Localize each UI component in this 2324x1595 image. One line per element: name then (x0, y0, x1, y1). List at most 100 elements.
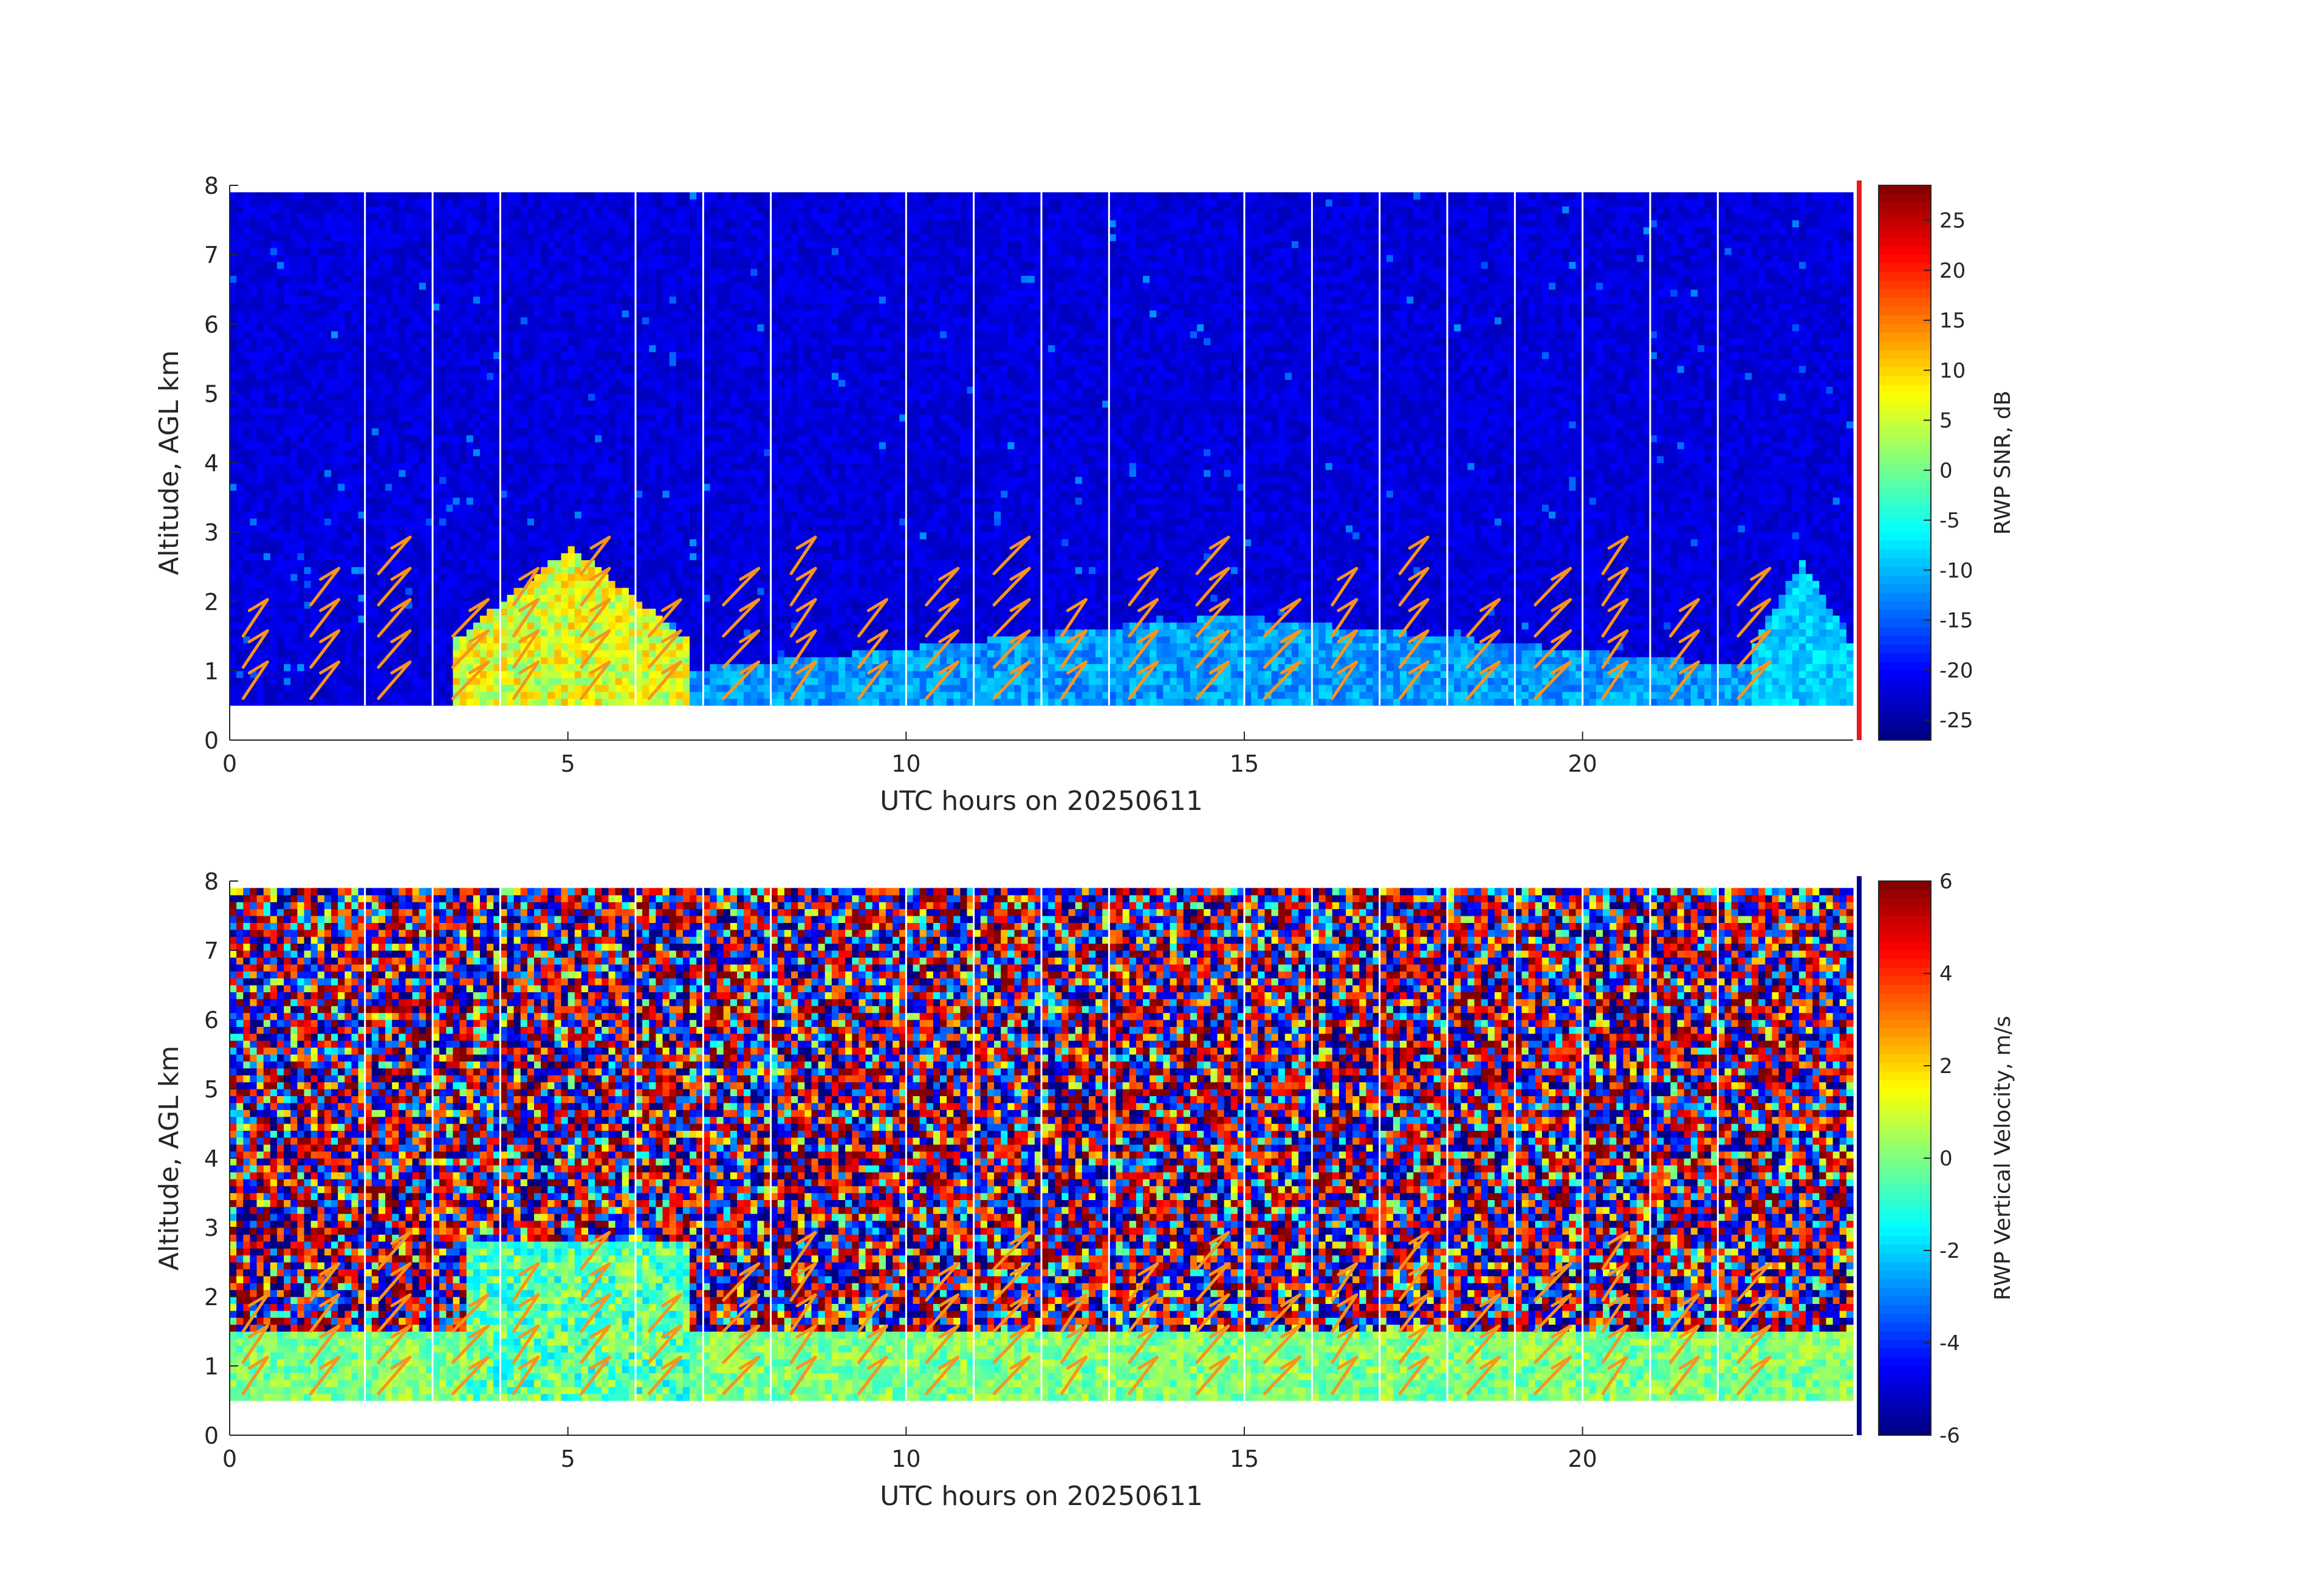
snr-heatmap-cell (270, 470, 278, 477)
snr-heatmap-cell (642, 386, 650, 394)
snr-heatmap-cell (663, 248, 670, 255)
snr-heatmap-cell (236, 372, 244, 380)
snr-heatmap-cell (547, 553, 555, 560)
snr-heatmap-cell (344, 456, 352, 463)
snr-heatmap-cell (588, 248, 595, 255)
snr-heatmap-cell (554, 490, 561, 498)
snr-heatmap-cell (399, 386, 406, 394)
snr-heatmap-cell (670, 699, 677, 706)
snr-heatmap-cell (406, 283, 413, 290)
snr-heatmap-cell (663, 490, 670, 498)
snr-heatmap-cell (460, 567, 467, 574)
snr-heatmap-cell (527, 414, 535, 422)
snr-heatmap-cell (487, 664, 494, 671)
snr-heatmap-cell (379, 518, 386, 526)
snr-heatmap-cell (304, 393, 312, 400)
snr-heatmap-cell (399, 324, 406, 331)
snr-heatmap-cell (385, 331, 392, 338)
snr-heatmap-cell (372, 518, 379, 526)
snr-heatmap-cell (507, 386, 515, 394)
snr-heatmap-cell (507, 657, 515, 664)
snr-heatmap-cell (473, 476, 481, 484)
snr-heatmap-cell (284, 498, 291, 505)
snr-heatmap-cell (230, 470, 237, 477)
snr-heatmap-cell (568, 567, 575, 574)
snr-heatmap-cell (351, 546, 358, 554)
snr-heatmap-cell (277, 532, 284, 540)
snr-heatmap-cell (460, 553, 467, 560)
snr-heatmap-cell (642, 338, 650, 345)
snr-heatmap-cell (351, 352, 358, 359)
snr-heatmap-cell (547, 560, 555, 567)
snr-heatmap-cell (656, 504, 663, 512)
snr-heatmap-cell (561, 352, 569, 359)
snr-heatmap-cell (676, 691, 684, 699)
snr-heatmap-cell (602, 470, 609, 477)
snr-heatmap-cell (467, 338, 474, 345)
snr-heatmap-cell (487, 581, 494, 588)
snr-heatmap-cell (541, 241, 548, 248)
snr-heatmap-cell (670, 345, 677, 352)
snr-heatmap-cell (534, 338, 541, 345)
snr-heatmap-cell (581, 525, 589, 532)
snr-heatmap-cell (406, 352, 413, 359)
snr-heatmap-cell (500, 602, 507, 609)
snr-heatmap-cell (581, 324, 589, 331)
snr-heatmap-cell (453, 511, 460, 518)
snr-heatmap-cell (473, 567, 481, 574)
snr-heatmap-cell (568, 532, 575, 540)
snr-heatmap-cell (487, 484, 494, 491)
snr-heatmap-cell (663, 352, 670, 359)
snr-heatmap-cell (338, 581, 345, 588)
snr-heatmap-cell (304, 622, 312, 629)
snr-heatmap-cell (392, 269, 399, 276)
snr-heatmap-cell (379, 421, 386, 428)
snr-heatmap-cell (331, 269, 338, 276)
snr-heatmap-cell (460, 414, 467, 422)
snr-heatmap-cell (277, 289, 284, 297)
snr-heatmap-cell (270, 657, 278, 664)
snr-heatmap-cell (467, 449, 474, 456)
snr-heatmap-cell (453, 490, 460, 498)
snr-heatmap-cell (460, 449, 467, 456)
snr-heatmap-cell (338, 338, 345, 345)
snr-heatmap-cell (622, 289, 629, 297)
snr-heatmap-cell (351, 622, 358, 629)
snr-heatmap-cell (609, 602, 616, 609)
snr-heatmap-cell (636, 297, 643, 304)
snr-heatmap-cell (365, 456, 372, 463)
snr-heatmap-cell (636, 650, 643, 657)
snr-heatmap-cell (338, 643, 345, 650)
snr-heatmap-cell (670, 331, 677, 338)
snr-heatmap-cell (656, 358, 663, 366)
snr-heatmap-cell (670, 546, 677, 554)
snr-heatmap-cell (521, 511, 528, 518)
snr-heatmap-cell (500, 484, 507, 491)
snr-heatmap-cell (480, 498, 487, 505)
snr-heatmap-cell (304, 206, 312, 213)
snr-heatmap-cell (642, 248, 650, 255)
snr-heatmap-cell (670, 338, 677, 345)
snr-heatmap-cell (487, 498, 494, 505)
snr-heatmap-cell (331, 560, 338, 567)
snr-heatmap-cell (311, 463, 318, 470)
snr-heatmap-cell (264, 248, 271, 255)
snr-heatmap-cell (670, 511, 677, 518)
snr-heatmap-cell (236, 262, 244, 269)
snr-heatmap-cell (365, 297, 372, 304)
snr-heatmap-cell (324, 553, 332, 560)
snr-heatmap-cell (250, 511, 257, 518)
snr-heatmap-cell (379, 484, 386, 491)
snr-heatmap-cell (460, 366, 467, 373)
snr-heatmap-cell (514, 428, 521, 435)
snr-heatmap-cell (365, 677, 372, 685)
snr-heatmap-cell (500, 525, 507, 532)
snr-heatmap-cell (581, 297, 589, 304)
snr-heatmap-cell (399, 241, 406, 248)
snr-heatmap-cell (534, 428, 541, 435)
snr-heatmap-cell (602, 650, 609, 657)
snr-heatmap-cell (433, 407, 440, 414)
snr-heatmap-cell (284, 539, 291, 546)
snr-heatmap-cell (318, 192, 325, 199)
snr-heatmap-cell (521, 407, 528, 414)
